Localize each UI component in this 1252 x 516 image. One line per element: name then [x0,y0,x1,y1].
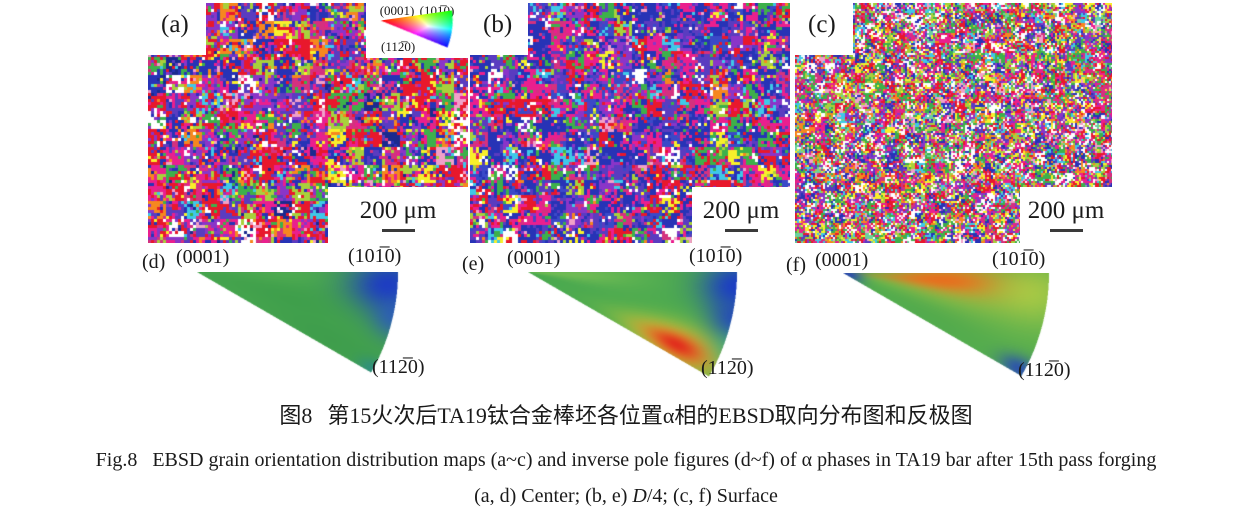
ipf-wedge-f-canvas [843,273,1052,379]
panel-a-label: (a) [161,11,189,38]
scale-bar-box-b: 200 μm [692,187,790,243]
ipf-e-corner-1010: (101̅0) [689,245,743,267]
ipf-wedge-e-canvas [528,272,740,379]
color-key-label-1120: (112̅0) [381,39,416,54]
ipf-f-label: (f) [786,254,806,276]
scale-bar-line-c [1049,229,1083,232]
caption-english-line2: (a, d) Center; (b, e) D/4; (c, f) Surfac… [0,484,1252,509]
ipf-d-label: (d) [142,251,166,273]
scale-bar-box-c: 200 μm [1020,187,1112,243]
scale-bar-label-a: 200 μm [359,197,437,224]
caption-chinese: 图8 第15火次后TA19钛合金棒坯各位置α相的EBSD取向分布图和反极图 [0,402,1252,430]
caption-chinese-text: 第15火次后TA19钛合金棒坯各位置α相的EBSD取向分布图和反极图 [327,403,973,428]
caption-english-text: EBSD grain orientation distribution maps… [152,449,1157,471]
scale-bar-label-b: 200 μm [702,197,780,224]
panel-b-label: (b) [483,11,513,38]
panel-c-label: (c) [808,11,836,38]
scale-bar-box-a: 200 μm [328,187,468,243]
panel-a-label-box: (a) [148,3,206,55]
ipf-d-corner-0001: (0001) [176,246,230,268]
ipf-d-corner-1120: (112̅0) [372,356,425,378]
ebsd-map-panel-b: (b) 200 μm [470,3,790,243]
ebsd-map-panel-a: (a) (0001) (101̅0) (112̅0) 200 μm [148,3,468,243]
ipf-e-label: (e) [462,253,485,275]
ipf-e-corner-1120: (112̅0) [701,357,754,379]
scale-bar-line-b [724,229,758,232]
ipf-wedge-d-canvas [197,272,401,375]
caption-english-line1: Fig.8 EBSD grain orientation distribution… [0,448,1252,473]
caption-sub-italic-d: D [632,485,647,507]
ipf-f-corner-1120: (112̅0) [1018,359,1071,381]
scale-bar-line-a [381,229,415,232]
caption-sub-post: /4; (c, f) Surface [646,485,778,507]
caption-chinese-number: 图8 [279,403,313,428]
ipf-d-corner-1010: (101̅0) [348,245,402,267]
color-key-label-0001: (0001) [379,3,415,18]
caption-sub-pre: (a, d) Center; (b, e) [474,485,633,507]
ipf-e-corner-0001: (0001) [507,247,561,269]
ebsd-map-panel-c: (c) 200 μm [795,3,1112,243]
ipf-f-corner-0001: (0001) [815,249,869,271]
panel-c-label-box: (c) [795,3,853,55]
ipf-color-key: (0001) (101̅0) (112̅0) [366,3,468,61]
caption-english-number: Fig.8 [95,449,138,471]
panel-b-label-box: (b) [470,3,528,55]
ipf-f-corner-1010: (101̅0) [992,248,1046,270]
scale-bar-label-c: 200 μm [1027,197,1105,224]
